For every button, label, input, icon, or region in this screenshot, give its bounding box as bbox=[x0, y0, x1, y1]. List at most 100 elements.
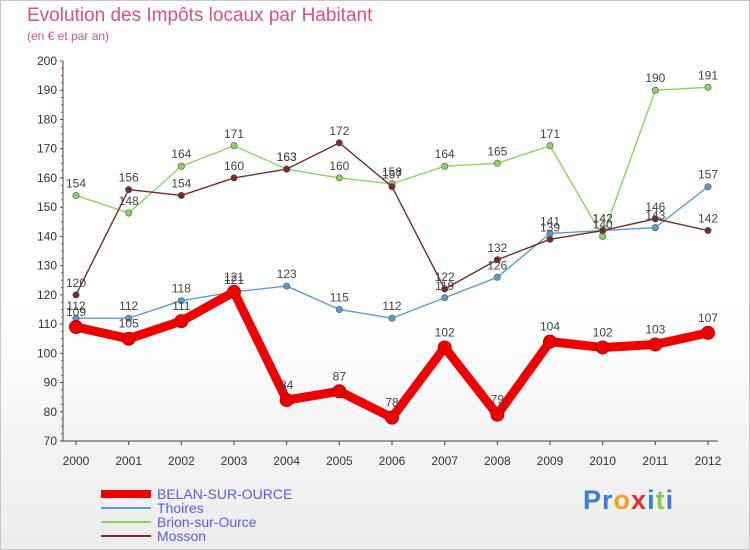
data-point-brion-sur-ource bbox=[177, 162, 185, 170]
data-label-brion-sur-ource: 171 bbox=[224, 127, 244, 141]
data-point-thoires bbox=[335, 305, 343, 313]
data-point-brion-sur-ource bbox=[493, 159, 501, 167]
y-tick-label: 90 bbox=[44, 376, 58, 390]
y-tick-label: 70 bbox=[44, 434, 58, 448]
data-label-thoires: 121 bbox=[224, 273, 244, 287]
data-label-belan-sur-ource: 104 bbox=[540, 320, 560, 334]
data-label-mosson: 157 bbox=[382, 168, 402, 182]
data-point-thoires bbox=[493, 273, 501, 281]
x-tick-label: 2007 bbox=[431, 454, 458, 468]
data-point-brion-sur-ource bbox=[335, 174, 343, 182]
y-tick-label: 200 bbox=[37, 54, 57, 68]
data-point-belan-sur-ource bbox=[385, 410, 399, 425]
data-label-thoires: 118 bbox=[172, 282, 191, 296]
x-tick-label: 2012 bbox=[695, 454, 722, 468]
legend-swatch bbox=[101, 507, 151, 509]
legend-label: Thoires bbox=[157, 500, 204, 516]
y-tick-label: 190 bbox=[37, 83, 57, 97]
data-point-belan-sur-ource bbox=[437, 340, 452, 355]
legend-label: Mosson bbox=[157, 528, 207, 544]
y-tick-label: 160 bbox=[37, 171, 57, 185]
data-label-mosson: 122 bbox=[435, 270, 455, 284]
data-point-belan-sur-ource bbox=[701, 325, 715, 340]
data-label-mosson: 142 bbox=[698, 212, 718, 226]
data-label-belan-sur-ource: 102 bbox=[593, 325, 613, 339]
data-label-belan-sur-ource: 103 bbox=[645, 323, 665, 337]
y-tick-label: 170 bbox=[37, 142, 57, 156]
y-tick-label: 150 bbox=[37, 200, 57, 214]
data-point-brion-sur-ource bbox=[230, 142, 238, 150]
data-point-mosson bbox=[125, 186, 133, 194]
x-tick-label: 2003 bbox=[221, 454, 248, 468]
legend-swatch bbox=[101, 490, 151, 498]
data-label-mosson: 139 bbox=[540, 220, 560, 234]
y-tick-label: 120 bbox=[37, 288, 57, 302]
data-label-belan-sur-ource: 87 bbox=[333, 369, 347, 383]
data-point-brion-sur-ource bbox=[441, 162, 449, 170]
data-label-belan-sur-ource: 78 bbox=[385, 396, 399, 410]
y-tick-label: 130 bbox=[37, 259, 57, 273]
logo-letter: i bbox=[647, 485, 656, 515]
logo-letter: x bbox=[631, 485, 648, 515]
data-point-belan-sur-ource bbox=[227, 284, 241, 299]
y-tick-label: 110 bbox=[38, 317, 57, 331]
data-label-mosson: 163 bbox=[277, 150, 297, 164]
data-point-brion-sur-ource bbox=[125, 209, 133, 217]
data-label-mosson: 132 bbox=[487, 241, 507, 255]
data-point-belan-sur-ource bbox=[543, 334, 557, 349]
data-point-mosson bbox=[546, 235, 554, 243]
data-point-thoires bbox=[283, 282, 291, 290]
chart-title: Evolution des Impôts locaux par Habitant bbox=[27, 5, 373, 26]
data-point-mosson bbox=[177, 191, 185, 199]
data-label-brion-sur-ource: 154 bbox=[66, 176, 86, 190]
data-label-brion-sur-ource: 165 bbox=[487, 144, 507, 158]
data-label-thoires: 123 bbox=[277, 267, 297, 281]
data-point-brion-sur-ource bbox=[72, 191, 80, 199]
data-point-mosson bbox=[704, 227, 712, 235]
data-point-brion-sur-ource bbox=[704, 83, 712, 91]
proxiti-logo: Proxiti bbox=[583, 485, 674, 516]
data-label-thoires: 112 bbox=[119, 299, 138, 313]
data-point-belan-sur-ource bbox=[69, 320, 83, 334]
x-tick-label: 2006 bbox=[379, 454, 406, 468]
data-label-brion-sur-ource: 158 bbox=[382, 165, 402, 179]
logo-letter: i bbox=[665, 485, 675, 515]
x-tick-label: 2004 bbox=[273, 454, 300, 468]
data-label-belan-sur-ource: 102 bbox=[435, 325, 455, 339]
data-label-mosson: 146 bbox=[645, 200, 665, 214]
data-label-mosson: 172 bbox=[329, 124, 349, 138]
data-point-mosson bbox=[72, 291, 80, 299]
data-point-thoires bbox=[441, 294, 449, 302]
data-label-belan-sur-ource: 105 bbox=[119, 317, 139, 331]
data-point-thoires bbox=[177, 297, 185, 305]
data-label-mosson: 120 bbox=[66, 276, 86, 290]
data-label-brion-sur-ource: 191 bbox=[698, 68, 718, 82]
data-label-thoires: 112 bbox=[66, 299, 85, 313]
x-tick-label: 2009 bbox=[537, 454, 564, 468]
logo-letter: t bbox=[655, 485, 666, 515]
data-label-brion-sur-ource: 148 bbox=[119, 194, 139, 208]
y-tick-label: 180 bbox=[37, 112, 57, 126]
series-line-brion-sur-ource bbox=[75, 86, 709, 238]
x-tick-label: 2002 bbox=[168, 454, 195, 468]
y-tick-label: 80 bbox=[44, 405, 58, 419]
data-point-belan-sur-ource bbox=[490, 407, 505, 422]
x-tick-label: 2001 bbox=[115, 454, 142, 468]
data-point-brion-sur-ource bbox=[546, 142, 554, 150]
legend-swatch bbox=[101, 521, 151, 523]
data-point-mosson bbox=[493, 256, 501, 264]
data-point-belan-sur-ource bbox=[648, 337, 663, 352]
data-point-mosson bbox=[230, 174, 238, 182]
data-point-thoires bbox=[704, 183, 712, 191]
data-label-brion-sur-ource: 190 bbox=[645, 71, 665, 85]
data-point-mosson bbox=[388, 183, 396, 191]
data-label-belan-sur-ource: 84 bbox=[280, 378, 294, 392]
data-label-thoires: 112 bbox=[382, 299, 401, 313]
data-label-brion-sur-ource: 164 bbox=[171, 147, 191, 161]
data-point-thoires bbox=[388, 314, 396, 322]
data-point-mosson bbox=[283, 165, 291, 173]
logo-letter: o bbox=[613, 485, 632, 515]
data-point-brion-sur-ource bbox=[599, 232, 607, 240]
